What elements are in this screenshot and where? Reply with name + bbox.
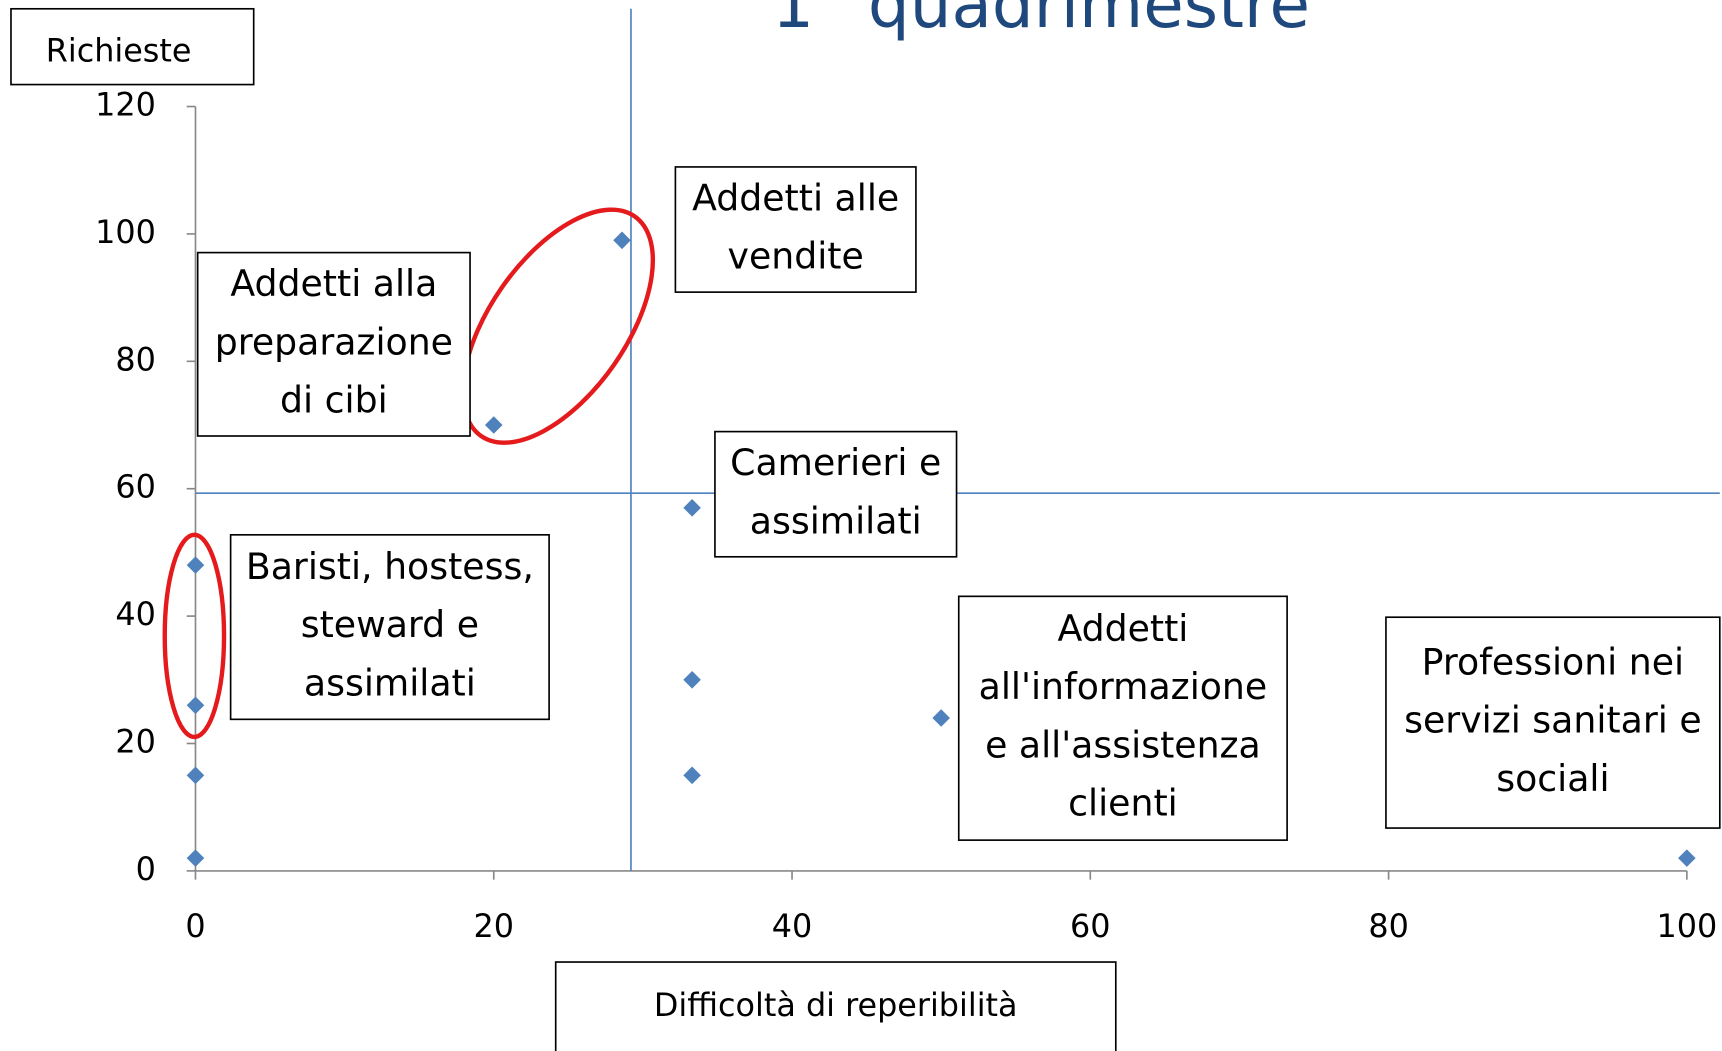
annotation-text: Professioni nei: [1422, 640, 1684, 683]
y-tick-label: 100: [95, 213, 156, 251]
annotation-text: servizi sanitari e: [1404, 699, 1701, 742]
highlight-ellipse: [162, 532, 227, 740]
annotation-text: steward e: [301, 603, 479, 646]
annotation-text: preparazione: [215, 320, 453, 363]
highlight-ellipse: [460, 207, 656, 445]
annotation-text: e all'assistenza: [985, 723, 1261, 766]
point: [186, 849, 205, 867]
x-tick-label: 0: [185, 907, 205, 945]
annotation-box: [229, 534, 550, 721]
point: [484, 416, 503, 434]
y-tick-label: 120: [95, 86, 156, 124]
y-tick-label: 20: [115, 722, 156, 760]
x-tick-label: 60: [1070, 907, 1111, 945]
x-tick-label: 40: [772, 907, 813, 945]
point: [613, 231, 631, 250]
annotation-box: [674, 166, 917, 293]
point: [683, 499, 701, 517]
annotation-text: Addetti alla: [230, 262, 437, 305]
annotation-box: [1385, 616, 1721, 829]
point: [186, 696, 205, 715]
x-tick-label: 100: [1656, 907, 1717, 945]
y-label-box: [10, 7, 255, 86]
annotation-text: Camerieri e: [730, 441, 941, 484]
annotation-text: vendite: [728, 235, 864, 278]
point: [1678, 849, 1696, 867]
annotation-text: all'informazione: [979, 665, 1268, 708]
annotation-text: sociali: [1496, 757, 1609, 800]
annotation-text: Addetti: [1057, 607, 1188, 650]
point: [683, 766, 701, 785]
annotation-text: Baristi, hostess,: [246, 545, 534, 588]
y-tick-label: 60: [115, 468, 156, 506]
annotation-text: clienti: [1068, 782, 1178, 825]
annotation-text: assimilati: [750, 499, 922, 542]
y-tick-label: 40: [115, 595, 156, 633]
chart-title: 1° quadrimestre: [772, 0, 1310, 43]
point: [186, 766, 205, 785]
x-axis-label: Difficoltà di reperibilità: [654, 986, 1018, 1024]
annotation-box: [196, 251, 471, 437]
annotation-text: assimilati: [304, 661, 476, 704]
x-label-box: [554, 961, 1117, 1051]
annotation-text: di cibi: [280, 379, 388, 422]
x-tick-label: 80: [1368, 907, 1409, 945]
annotation-text: Addetti alle: [692, 176, 899, 219]
annotation-box: [957, 595, 1288, 841]
x-tick-label: 20: [473, 907, 514, 945]
point: [186, 556, 205, 574]
y-axis-label: Richieste: [46, 32, 192, 70]
annotation-box: [714, 430, 958, 558]
point: [683, 671, 701, 689]
y-tick-label: 0: [136, 850, 156, 888]
point: [932, 709, 950, 727]
y-tick-label: 80: [115, 340, 156, 378]
